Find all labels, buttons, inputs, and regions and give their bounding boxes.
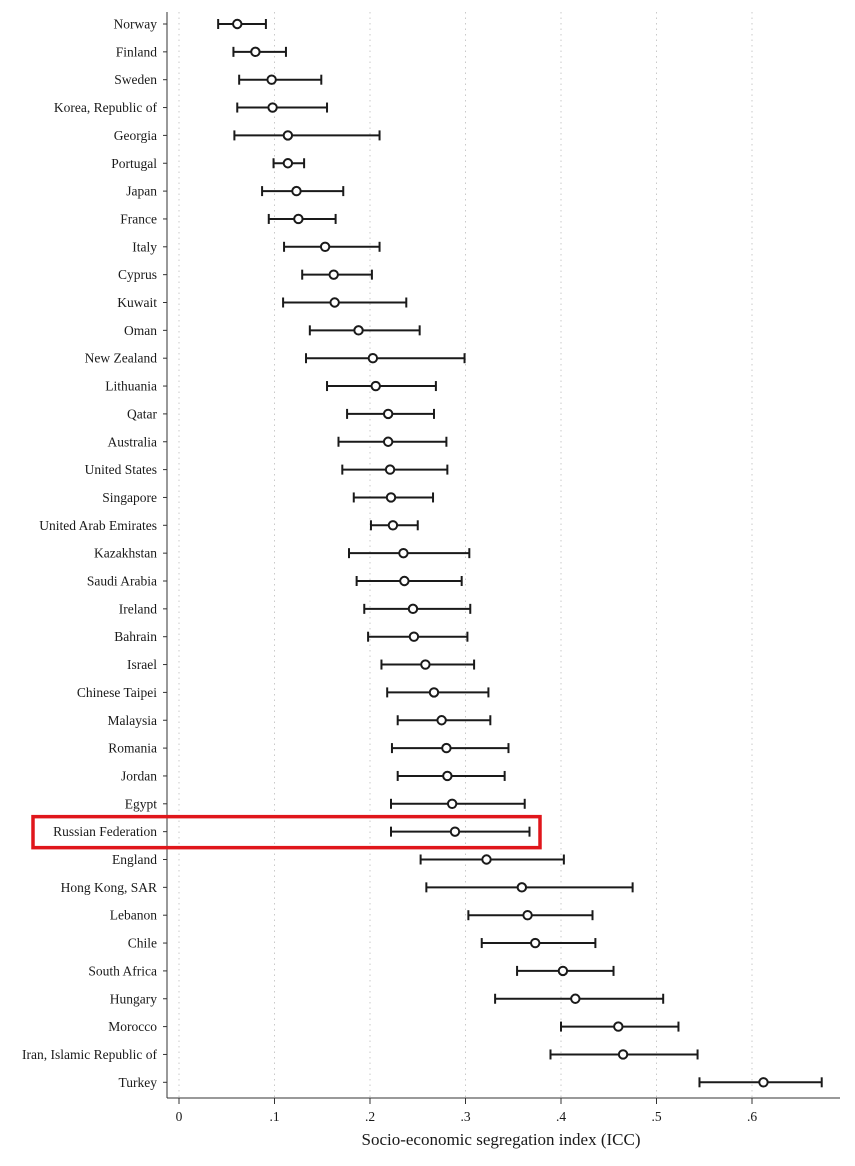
point-estimate bbox=[758, 1077, 769, 1088]
point-estimate bbox=[442, 770, 453, 782]
country-label: Russian Federation bbox=[53, 824, 157, 839]
point-estimate bbox=[382, 436, 394, 447]
point-estimate bbox=[613, 1021, 624, 1032]
grid-layer bbox=[178, 12, 753, 1098]
point-estimate bbox=[282, 130, 294, 141]
x-tick-label-6: .6 bbox=[747, 1109, 757, 1124]
x-tick-label-2: .2 bbox=[365, 1109, 375, 1124]
point-estimate bbox=[282, 158, 294, 169]
point-estimate bbox=[384, 464, 396, 475]
point-estimate bbox=[266, 74, 277, 85]
country-label: Georgia bbox=[114, 128, 157, 143]
x-axis-title: Socio-economic segregation index (ICC) bbox=[361, 1130, 640, 1149]
country-label: Kuwait bbox=[117, 295, 157, 310]
country-label: Hong Kong, SAR bbox=[61, 880, 157, 895]
country-label: Portugal bbox=[111, 156, 157, 171]
country-label: Italy bbox=[132, 239, 157, 254]
point-estimate bbox=[570, 993, 581, 1004]
country-label: Korea, Republic of bbox=[54, 100, 158, 115]
country-label: South Africa bbox=[88, 963, 157, 978]
point-estimate bbox=[408, 631, 420, 642]
point-estimate bbox=[370, 380, 381, 392]
point-estimate bbox=[387, 520, 399, 531]
point-estimate bbox=[407, 603, 419, 615]
point-estimate bbox=[449, 826, 461, 837]
country-label: Turkey bbox=[118, 1075, 157, 1090]
country-label: United Arab Emirates bbox=[39, 518, 157, 533]
point-estimate bbox=[399, 575, 410, 587]
point-estimate bbox=[291, 185, 302, 197]
x-tick-label-4: .4 bbox=[556, 1109, 566, 1124]
country-label: Iran, Islamic Republic of bbox=[22, 1047, 157, 1062]
country-label: New Zealand bbox=[85, 351, 158, 366]
point-estimate bbox=[428, 687, 440, 698]
point-estimate bbox=[557, 965, 569, 977]
point-estimate bbox=[522, 910, 533, 921]
country-labels: Norway Finland Sweden Korea, Republic of Geo… bbox=[22, 17, 157, 1090]
point-estimate bbox=[617, 1049, 629, 1060]
country-label: Lithuania bbox=[105, 379, 157, 394]
point-estimate bbox=[446, 798, 458, 809]
point-estimate bbox=[232, 18, 243, 30]
point-estimate bbox=[420, 659, 431, 670]
axes: 0 .1 .2 .3 .4 .5 .6 bbox=[163, 12, 840, 1124]
country-label: Oman bbox=[124, 323, 157, 338]
country-label: United States bbox=[85, 462, 157, 477]
country-label: Kazakhstan bbox=[94, 546, 157, 561]
point-estimate bbox=[319, 241, 331, 253]
country-label: Jordan bbox=[121, 768, 157, 783]
country-label: Chinese Taipei bbox=[77, 685, 157, 700]
country-label: France bbox=[120, 211, 157, 226]
point-estimate bbox=[250, 46, 261, 58]
point-estimate bbox=[516, 882, 528, 893]
point-estimate bbox=[328, 269, 339, 280]
point-estimate bbox=[329, 297, 340, 308]
x-tick-label-5: .5 bbox=[651, 1109, 661, 1124]
country-label: Hungary bbox=[110, 991, 157, 1006]
country-label: Saudi Arabia bbox=[87, 574, 157, 589]
point-estimate bbox=[353, 325, 364, 336]
country-label: Norway bbox=[114, 17, 158, 32]
point-estimate bbox=[481, 854, 492, 865]
country-label: Qatar bbox=[127, 406, 157, 421]
country-label: Ireland bbox=[119, 601, 157, 616]
x-tick-label-3: .3 bbox=[460, 1109, 470, 1124]
country-label: Cyprus bbox=[118, 267, 157, 282]
point-estimate bbox=[530, 937, 541, 949]
country-label: Finland bbox=[116, 44, 158, 59]
point-estimate bbox=[436, 715, 447, 726]
country-label: Sweden bbox=[114, 72, 157, 87]
highlight-box bbox=[31, 814, 542, 850]
point-estimate bbox=[398, 547, 409, 559]
point-estimate bbox=[441, 742, 452, 754]
country-label: Singapore bbox=[102, 490, 157, 505]
highlight-layer bbox=[31, 814, 542, 850]
country-label: Bahrain bbox=[114, 629, 157, 644]
point-estimate bbox=[267, 102, 278, 113]
country-label: Chile bbox=[128, 936, 157, 951]
country-label: Romania bbox=[108, 741, 157, 756]
country-label: Morocco bbox=[108, 1019, 157, 1034]
country-label: Australia bbox=[108, 434, 158, 449]
country-label: Malaysia bbox=[108, 713, 158, 728]
x-tick-label-0: 0 bbox=[176, 1109, 183, 1124]
country-label: Israel bbox=[127, 657, 157, 672]
point-estimate bbox=[367, 353, 379, 364]
point-estimate bbox=[293, 213, 304, 225]
point-estimate bbox=[382, 408, 394, 420]
x-tick-label-1: .1 bbox=[269, 1109, 279, 1124]
country-label: Lebanon bbox=[110, 908, 157, 923]
point-estimate bbox=[385, 492, 397, 503]
marks-layer bbox=[217, 18, 823, 1088]
country-label: England bbox=[112, 852, 157, 867]
country-label: Japan bbox=[126, 184, 157, 199]
country-label: Egypt bbox=[125, 796, 157, 811]
